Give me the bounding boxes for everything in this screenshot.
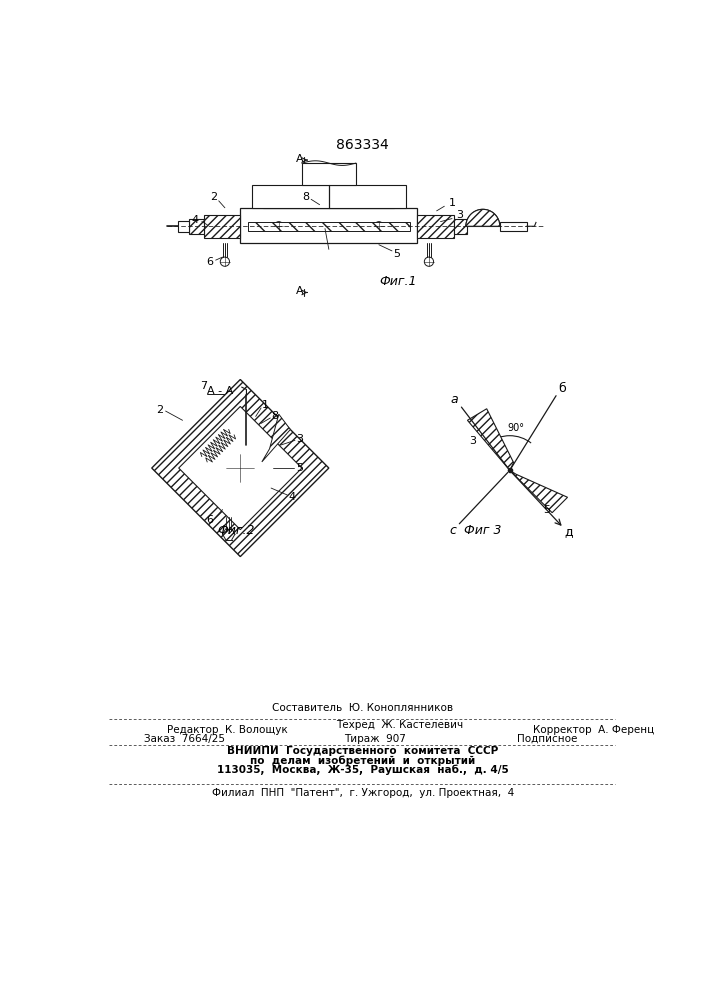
Text: Техред  Ж. Кастелевич: Техред Ж. Кастелевич (337, 720, 464, 730)
Bar (248, 222, 409, 231)
Text: Составитель  Ю. Коноплянников: Составитель Ю. Коноплянников (272, 703, 453, 713)
Polygon shape (466, 209, 500, 226)
Text: Подписное: Подписное (518, 734, 578, 744)
Text: б: б (559, 382, 566, 395)
Text: А: А (296, 286, 303, 296)
Text: 3: 3 (456, 210, 463, 220)
Polygon shape (179, 406, 302, 530)
Bar (224, 511, 233, 517)
Circle shape (226, 454, 254, 482)
Text: с: с (450, 524, 456, 537)
Polygon shape (262, 414, 291, 462)
Text: 8: 8 (271, 411, 279, 421)
Text: 113035,  Москва,  Ж-35,  Раушская  наб.,  д. 4/5: 113035, Москва, Ж-35, Раушская наб., д. … (217, 765, 508, 775)
Bar (178, 221, 189, 232)
Bar (189, 219, 204, 234)
Text: Корректор  А. Ференц: Корректор А. Ференц (533, 725, 654, 735)
Circle shape (226, 454, 254, 482)
Polygon shape (467, 409, 514, 470)
Text: 3: 3 (469, 436, 477, 446)
Text: 4: 4 (192, 215, 199, 225)
Text: А: А (296, 153, 303, 163)
Text: 4: 4 (288, 492, 296, 502)
Circle shape (274, 222, 284, 231)
Text: Редактор  К. Волощук: Редактор К. Волощук (167, 725, 288, 735)
Circle shape (217, 445, 264, 491)
Text: 6: 6 (206, 257, 213, 267)
Text: 2: 2 (210, 192, 217, 202)
Text: А - А: А - А (207, 386, 233, 396)
Text: 2: 2 (156, 405, 163, 415)
Text: ВНИИПИ  Государственного  комитета  СССР: ВНИИПИ Государственного комитета СССР (227, 746, 498, 756)
Text: 1: 1 (262, 400, 269, 410)
Text: 863334: 863334 (337, 138, 389, 152)
Text: 3: 3 (296, 434, 303, 444)
Text: а: а (450, 393, 458, 406)
Text: 8: 8 (302, 192, 309, 202)
Circle shape (221, 257, 230, 266)
Circle shape (374, 222, 383, 231)
Bar (204, 215, 240, 238)
Text: 7: 7 (201, 381, 208, 391)
Bar (454, 219, 467, 234)
Polygon shape (302, 163, 356, 185)
Polygon shape (152, 379, 329, 557)
Text: д: д (564, 525, 573, 538)
Text: Фиг 3: Фиг 3 (464, 524, 501, 537)
Polygon shape (510, 470, 568, 513)
Text: 1: 1 (448, 198, 455, 208)
Bar (264, 191, 395, 208)
Text: Фиг.2: Фиг.2 (218, 524, 255, 537)
Text: 90°: 90° (508, 423, 525, 433)
Bar (500, 222, 527, 231)
Text: 6: 6 (206, 515, 213, 525)
Text: по  делам  изобретений  и  открытий: по делам изобретений и открытий (250, 755, 475, 766)
Text: 5: 5 (296, 463, 303, 473)
Text: 5: 5 (393, 249, 400, 259)
Text: Филиал  ПНП  "Патент",  г. Ужгород,  ул. Проектная,  4: Филиал ПНП "Патент", г. Ужгород, ул. Про… (211, 788, 514, 798)
Circle shape (424, 257, 433, 266)
Bar (240, 208, 417, 243)
Bar (252, 185, 406, 208)
Circle shape (217, 445, 264, 491)
Text: 5: 5 (543, 505, 550, 515)
Text: Тираж  907: Тираж 907 (344, 734, 406, 744)
Text: Фиг.1: Фиг.1 (380, 275, 417, 288)
Bar (417, 215, 454, 238)
Text: Заказ  7664/25: Заказ 7664/25 (144, 734, 225, 744)
